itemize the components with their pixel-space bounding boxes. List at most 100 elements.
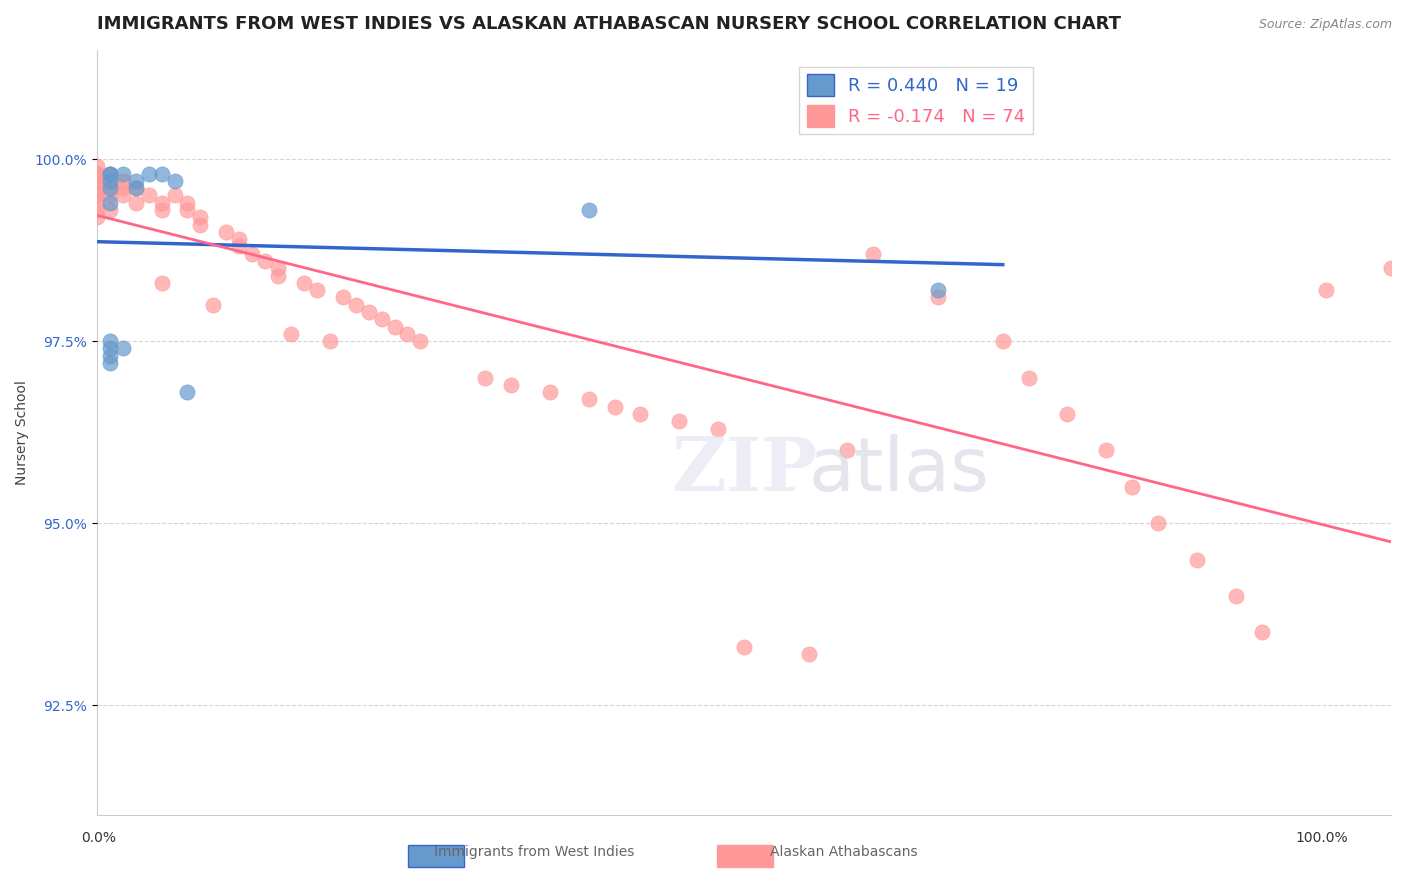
Point bbox=[150, 202, 173, 217]
Point bbox=[190, 218, 212, 232]
Point bbox=[150, 276, 173, 290]
Point bbox=[254, 254, 277, 268]
Point bbox=[344, 298, 367, 312]
Point bbox=[86, 188, 108, 202]
Point bbox=[862, 246, 884, 260]
Y-axis label: Nursery School: Nursery School bbox=[15, 380, 30, 484]
Point bbox=[927, 283, 949, 297]
Text: IMMIGRANTS FROM WEST INDIES VS ALASKAN ATHABASCAN NURSERY SCHOOL CORRELATION CHA: IMMIGRANTS FROM WEST INDIES VS ALASKAN A… bbox=[97, 15, 1121, 33]
Point bbox=[150, 167, 173, 181]
Point bbox=[163, 174, 186, 188]
Point bbox=[111, 167, 134, 181]
Point bbox=[1056, 407, 1078, 421]
Text: atlas: atlas bbox=[808, 434, 990, 507]
Point bbox=[98, 342, 121, 356]
Point bbox=[111, 342, 134, 356]
Point bbox=[538, 385, 561, 400]
Point bbox=[837, 443, 859, 458]
Point bbox=[98, 195, 121, 210]
Point bbox=[578, 202, 600, 217]
Text: Alaskan Athabascans: Alaskan Athabascans bbox=[770, 845, 917, 859]
Point bbox=[319, 334, 342, 348]
Text: ZIP: ZIP bbox=[671, 434, 817, 507]
Point bbox=[332, 290, 354, 304]
Point bbox=[98, 188, 121, 202]
Point bbox=[668, 414, 690, 428]
Point bbox=[396, 326, 419, 341]
Text: Source: ZipAtlas.com: Source: ZipAtlas.com bbox=[1258, 18, 1392, 31]
Point bbox=[98, 349, 121, 363]
Legend: R = 0.440   N = 19, R = -0.174   N = 74: R = 0.440 N = 19, R = -0.174 N = 74 bbox=[800, 67, 1032, 134]
Point bbox=[138, 188, 160, 202]
Point bbox=[98, 334, 121, 348]
Point bbox=[190, 211, 212, 225]
Point bbox=[176, 202, 198, 217]
Point bbox=[474, 370, 496, 384]
Point bbox=[499, 377, 522, 392]
Point bbox=[138, 167, 160, 181]
Point bbox=[215, 225, 238, 239]
Text: Immigrants from West Indies: Immigrants from West Indies bbox=[434, 845, 634, 859]
Point bbox=[267, 268, 290, 283]
Point bbox=[98, 167, 121, 181]
Point bbox=[228, 232, 250, 246]
Point bbox=[98, 174, 121, 188]
Point bbox=[86, 195, 108, 210]
Point bbox=[98, 174, 121, 188]
Point bbox=[991, 334, 1014, 348]
Point bbox=[228, 239, 250, 253]
Point bbox=[305, 283, 328, 297]
Point bbox=[98, 181, 121, 195]
Point bbox=[578, 392, 600, 407]
Point bbox=[292, 276, 315, 290]
Point bbox=[125, 181, 148, 195]
Point bbox=[86, 167, 108, 181]
Point bbox=[176, 195, 198, 210]
Point bbox=[98, 356, 121, 370]
Point bbox=[163, 188, 186, 202]
Point bbox=[125, 174, 148, 188]
Point bbox=[384, 319, 406, 334]
Point bbox=[202, 298, 225, 312]
Point bbox=[1185, 552, 1208, 566]
Point bbox=[1147, 516, 1170, 531]
Point bbox=[1095, 443, 1118, 458]
Point bbox=[1018, 370, 1040, 384]
Point bbox=[707, 421, 730, 435]
Text: 100.0%: 100.0% bbox=[1295, 831, 1348, 846]
Point bbox=[1315, 283, 1337, 297]
Point bbox=[111, 174, 134, 188]
Point bbox=[86, 188, 108, 202]
Point bbox=[603, 400, 626, 414]
Point bbox=[280, 326, 302, 341]
Point bbox=[98, 181, 121, 195]
Point bbox=[86, 181, 108, 195]
Point bbox=[409, 334, 432, 348]
Point bbox=[125, 195, 148, 210]
Point bbox=[98, 202, 121, 217]
Point bbox=[1250, 625, 1272, 640]
Point bbox=[240, 246, 263, 260]
Point bbox=[111, 188, 134, 202]
Point bbox=[98, 167, 121, 181]
Point bbox=[357, 305, 380, 319]
Point bbox=[176, 385, 198, 400]
Point bbox=[86, 202, 108, 217]
Point bbox=[86, 167, 108, 181]
Text: 0.0%: 0.0% bbox=[82, 831, 115, 846]
Point bbox=[733, 640, 755, 654]
Point bbox=[150, 195, 173, 210]
Point bbox=[1121, 480, 1143, 494]
Point bbox=[86, 160, 108, 174]
Point bbox=[797, 648, 820, 662]
Point bbox=[125, 181, 148, 195]
Point bbox=[111, 181, 134, 195]
Point bbox=[267, 261, 290, 276]
Point bbox=[86, 167, 108, 181]
Point bbox=[628, 407, 651, 421]
Point bbox=[1379, 261, 1402, 276]
Point bbox=[98, 167, 121, 181]
Point bbox=[927, 290, 949, 304]
Point bbox=[86, 174, 108, 188]
Point bbox=[370, 312, 392, 326]
